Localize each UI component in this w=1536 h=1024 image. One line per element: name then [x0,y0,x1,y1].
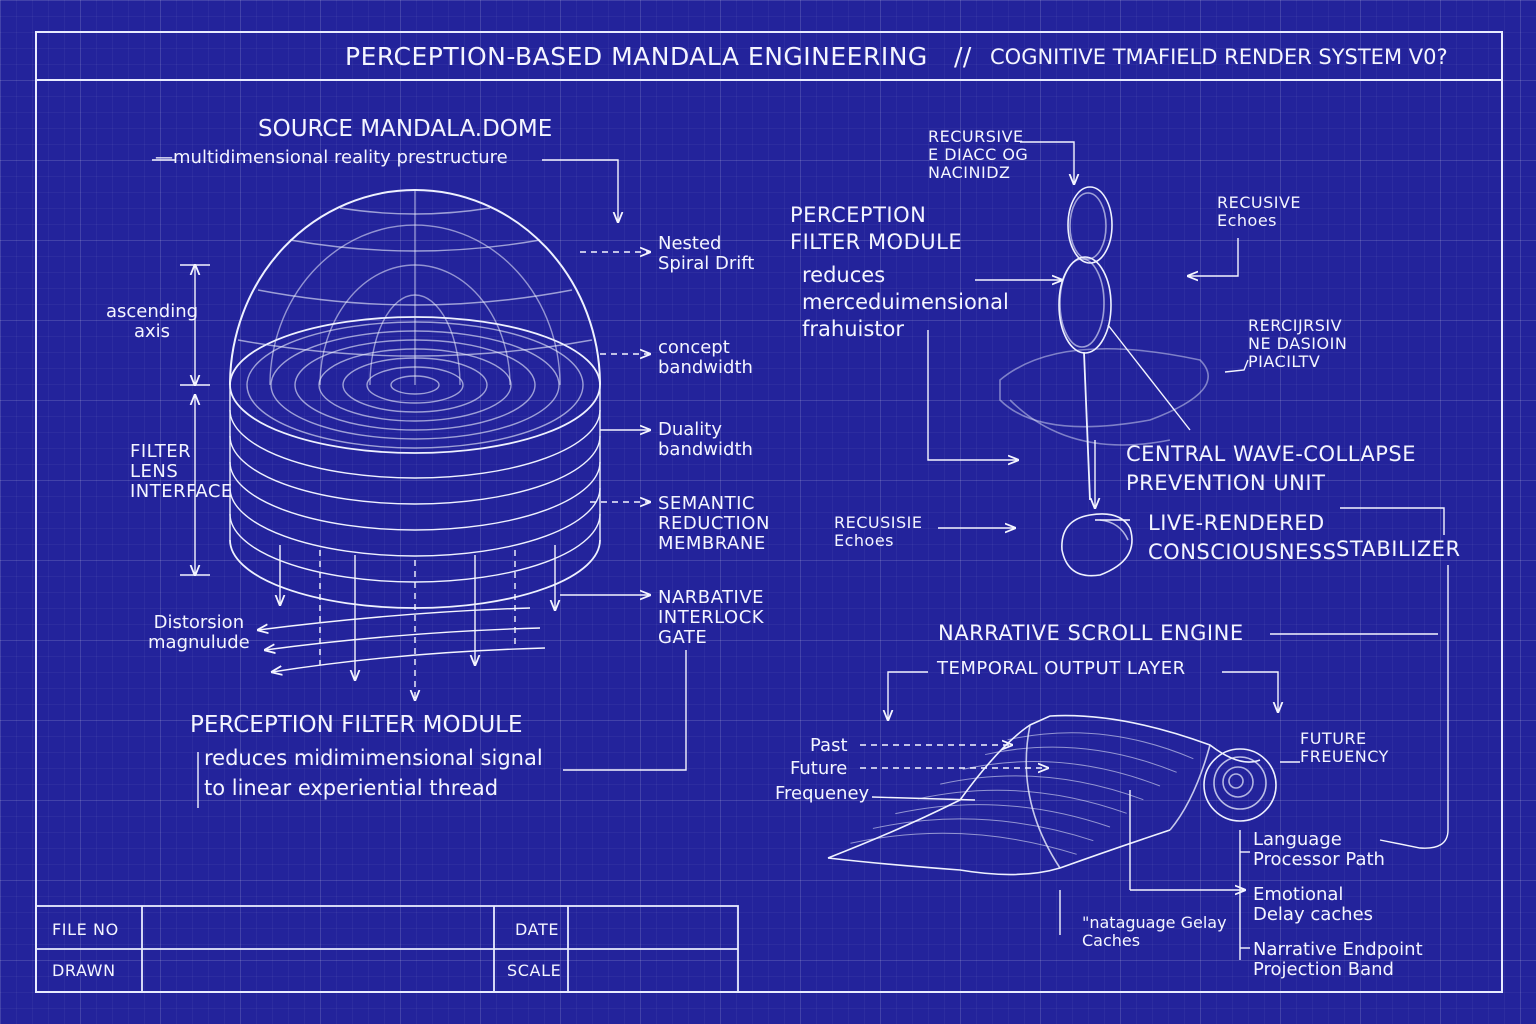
scroll-grid-line [917,789,1127,814]
scroll-title: NARRATIVE SCROLL ENGINE [938,621,1244,645]
nested-spiral-label: Nested Spiral Drift [658,233,755,275]
bottom-module-title: PERCEPTION FILTER MODULE [190,712,523,738]
recursiv-right-label: RERCIJRSIV NE DASIOIN PIACILTV [1248,316,1348,371]
past-label: Past [810,735,848,756]
scroll-grid-line [962,761,1161,787]
drawing-frame [35,31,1503,993]
file-no-label: FILE NO [52,920,119,939]
header-subtitle: COGNITIVE TMAFIELD RENDER SYSTEM V0? [990,45,1448,69]
language-processor-label: Language Processor Path [1253,829,1385,871]
recusisie-label: RECUSISIE Echoes [834,513,923,550]
future-frequency-label: FUTURE FREUENCY [1300,729,1389,766]
narrative-gate-label: NARBATIVE INTERLOCK GATE [658,587,765,649]
scroll-grid-line [895,804,1111,828]
mandala-ring [318,348,512,422]
language-delay-label: "nataguage Gelay Caches [1082,913,1227,950]
mandala-ring [390,375,440,395]
filter-lens-label: FILTER LENS INTERFACE [130,441,233,503]
header-title: PERCEPTION-BASED MANDALA ENGINEERING [345,42,928,71]
recursive-top-label: RECURSIVE E DIACC OG NACINIDZ [928,127,1029,182]
duality-bandwidth-label: Duality bandwidth [658,419,753,461]
concept-bandwidth-label: concept bandwidth [658,337,753,379]
narrative-endpoint-label: Narrative Endpoint Projection Band [1253,939,1423,981]
scroll-grid-line [872,818,1094,842]
ascending-axis-label: ascending axis [106,301,199,343]
narrative-scroll [827,714,1277,876]
dome-leaders [152,159,687,808]
mandala-ring [294,339,536,431]
frequency-label: Frequeney [775,783,870,804]
semantic-membrane-label: SEMANTIC REDUCTION MEMBRANE [658,493,770,555]
dome-subtitle: —multidimensional reality prestructure [155,147,508,168]
recursive-echoes-label: RECUSIVE Echoes [1217,193,1302,230]
title-block-grid [35,905,739,993]
right-module-body: reduces merceduimensional frahuistor [802,263,1009,341]
date-label: DATE [515,920,560,939]
mandala-dome [229,189,601,609]
mandala-ring [342,357,488,413]
live-rendered-label: LIVE-RENDERED CONSCIOUSNESS [1148,511,1337,565]
mandala-ring [246,321,584,449]
scroll-leaders [860,633,1438,960]
drawn-label: DRAWN [52,961,116,980]
bottom-module-line2: to linear experiential thread [204,776,499,800]
future-label: Future [790,758,848,779]
mandala-ring [366,366,464,404]
right-module-title: PERCEPTION FILTER MODULE [790,203,963,255]
emotional-delay-label: Emotional Delay caches [1253,884,1374,926]
scroll-grid-line [985,746,1177,773]
scale-label: SCALE [507,961,562,980]
scroll-grid-line [1007,732,1194,760]
right-leaders [927,141,1449,849]
scroll-grid-line [940,775,1144,801]
distortion-label: Distorsion magnulude [148,612,250,654]
stabilizer-label: STABILIZER [1336,537,1461,561]
header-separator: // [954,42,972,71]
central-unit-label: CENTRAL WAVE-COLLAPSE PREVENTION UNIT [1126,442,1417,496]
bottom-module-line1: reduces midimimensional signal [204,746,543,770]
scroll-grid-line [850,832,1077,855]
scroll-subtitle: TEMPORAL OUTPUT LAYER [937,658,1186,679]
dome-title: SOURCE MANDALA.DOME [258,116,553,142]
filter-figure [999,186,1209,577]
mandala-ring [270,330,560,440]
